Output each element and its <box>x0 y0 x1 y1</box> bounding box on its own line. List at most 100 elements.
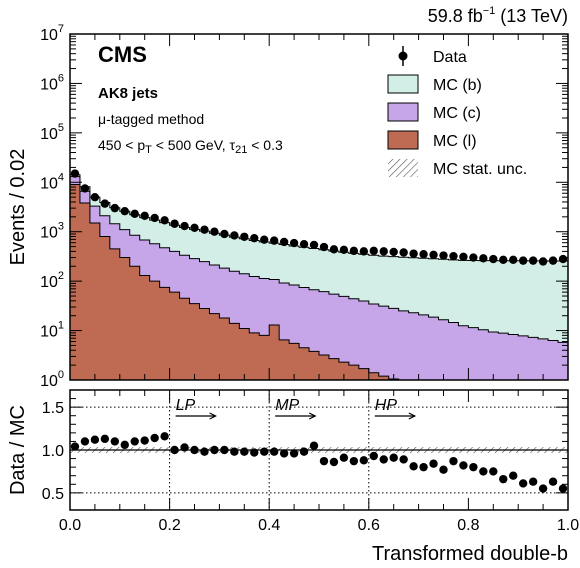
data-point <box>399 248 408 257</box>
data-point <box>299 239 309 249</box>
data-point <box>439 251 448 260</box>
data-point <box>528 256 538 265</box>
ratio-point <box>269 447 279 456</box>
ratio-y-tick-label: 1.5 <box>42 400 64 417</box>
ratio-point <box>100 434 110 444</box>
data-point <box>319 242 329 252</box>
x-tick-label: 0.2 <box>158 517 180 534</box>
x-tick-label: 1.0 <box>557 517 579 534</box>
ratio-y-tick-label: 0.5 <box>42 486 64 503</box>
data-point <box>269 236 279 245</box>
ratio-point <box>319 456 329 466</box>
ratio-point <box>528 477 538 486</box>
ratio-point <box>339 453 349 462</box>
data-point <box>479 254 488 263</box>
ratio-point <box>309 441 319 450</box>
y-tick-label: 102 <box>40 270 64 291</box>
region-label-hp: HP <box>375 397 398 414</box>
data-point <box>289 238 299 248</box>
x-tick-label: 0.0 <box>59 517 81 534</box>
ratio-point <box>479 467 488 476</box>
ratio-point <box>548 477 558 486</box>
ratio-point <box>150 433 159 443</box>
data-point <box>499 255 508 265</box>
region-arrow-head <box>408 412 417 420</box>
data-point <box>509 255 518 265</box>
data-point <box>90 192 100 202</box>
ratio-point <box>240 447 249 456</box>
data-point <box>100 199 110 208</box>
mc-c-stack-outline <box>70 176 568 343</box>
data-point <box>180 221 189 231</box>
region-label-lp: LP <box>176 397 196 414</box>
method-label: μ-tagged method <box>98 111 204 127</box>
x-axis-label: Transformed double-b <box>372 543 568 565</box>
ratio-point <box>489 467 498 476</box>
legend-label: MC (c) <box>433 105 481 122</box>
data-point <box>240 232 249 241</box>
ratio-point <box>279 449 289 458</box>
data-point <box>130 209 139 219</box>
ratio-point <box>429 459 438 468</box>
ratio-point <box>449 456 458 466</box>
data-point <box>250 233 259 243</box>
mc-l-stack <box>70 184 568 380</box>
ratio-y-tick-label: 1.0 <box>42 443 64 460</box>
data-point <box>170 219 179 228</box>
data-point <box>548 256 558 265</box>
legend-swatch <box>387 102 419 122</box>
ratio-point <box>180 443 189 452</box>
x-tick-label: 0.4 <box>258 517 280 534</box>
data-point <box>200 225 209 234</box>
data-point <box>70 169 80 178</box>
data-point <box>518 256 528 265</box>
y-tick-label: 106 <box>40 72 64 93</box>
data-point <box>329 245 339 254</box>
ratio-point <box>260 447 269 456</box>
ratio-point <box>70 442 80 451</box>
ratio-point <box>499 474 508 484</box>
data-point <box>449 251 458 261</box>
ratio-guides <box>70 390 568 510</box>
legend-swatch <box>387 130 419 150</box>
ratio-point <box>399 455 408 464</box>
data-point <box>558 254 568 264</box>
data-point <box>419 250 428 259</box>
cms-label: CMS <box>98 42 147 67</box>
ratio-point <box>110 437 120 446</box>
data-point <box>210 227 219 236</box>
ratio-point <box>359 456 369 465</box>
selection-label: 450 < pT < 500 GeV, τ21 < 0.3 <box>98 137 283 156</box>
data-point <box>469 253 478 262</box>
y-tick-label: 107 <box>40 23 64 44</box>
bottom-y-axis-label: Data / MC <box>7 405 29 495</box>
bottom-axes: 0.5 1.0 1.5 0.0 0.2 0.4 0.6 0.8 1.0 <box>42 390 579 534</box>
region-label-mp: MP <box>275 397 299 414</box>
ratio-point <box>200 447 209 456</box>
ratio-point <box>210 445 219 455</box>
data-point <box>140 211 149 220</box>
data-point <box>220 229 229 239</box>
ratio-point <box>389 453 398 462</box>
top-y-axis: 100 101 102 103 104 105 106 107 <box>40 23 569 390</box>
ratio-point <box>419 462 428 472</box>
top-y-axis-label: Events / 0.02 <box>7 149 29 266</box>
ratio-point <box>230 447 239 456</box>
x-tick-label: 0.8 <box>457 517 479 534</box>
ratio-point <box>439 465 448 474</box>
stacked-histogram <box>70 174 568 380</box>
data-point <box>150 213 159 223</box>
data-point <box>260 235 269 244</box>
data-point <box>359 247 369 256</box>
y-tick-label: 105 <box>40 122 64 143</box>
legend-label: Data <box>433 49 467 66</box>
mc-l-stack-outline <box>70 184 410 380</box>
ratio-point <box>379 455 388 464</box>
region-arrow-head <box>308 412 317 420</box>
data-point <box>190 223 199 233</box>
ratio-point <box>190 445 199 455</box>
legend-label: MC (b) <box>433 77 482 94</box>
ratio-point <box>518 479 528 488</box>
y-tick-label: 104 <box>40 171 64 192</box>
ratio-point <box>160 432 169 441</box>
